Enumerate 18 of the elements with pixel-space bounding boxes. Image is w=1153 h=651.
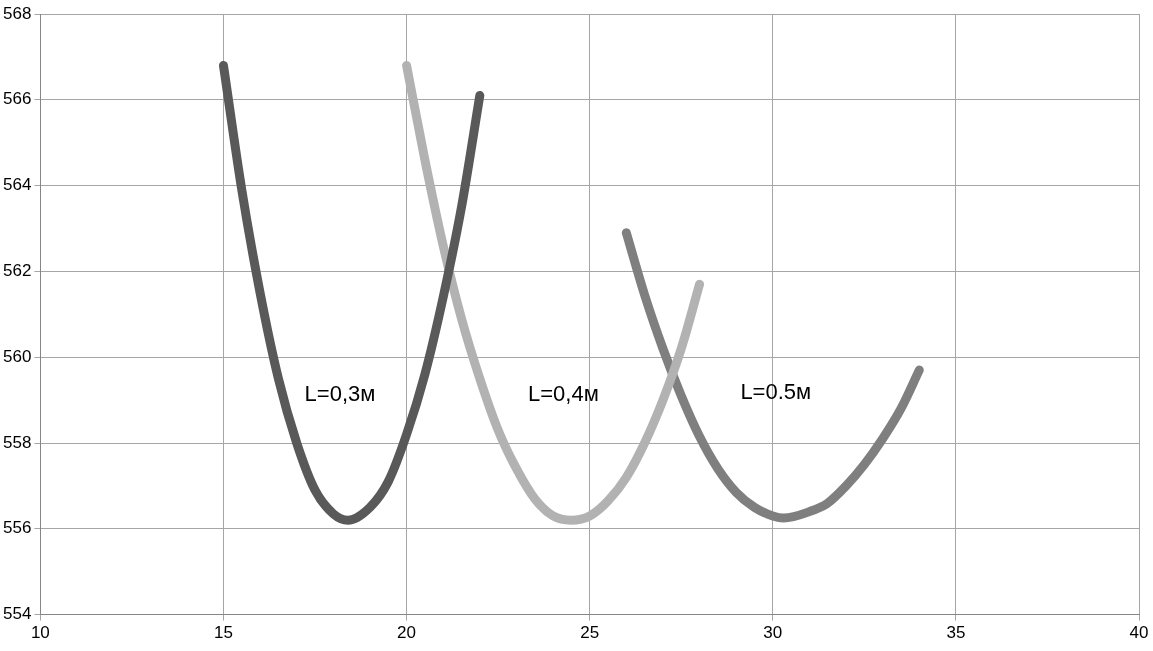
- y-tick-label: 560: [2, 346, 32, 366]
- x-tick-label: 20: [397, 623, 417, 643]
- y-tick-label: 558: [2, 432, 32, 452]
- x-tick-label: 40: [1129, 623, 1149, 643]
- y-tick-label: 564: [2, 175, 32, 195]
- y-tick-label: 566: [2, 89, 32, 109]
- text: L=0.5м: [740, 379, 812, 405]
- x-tick-label: 15: [214, 623, 233, 643]
- y-tick-label: 556: [2, 518, 32, 538]
- y-tick-label: 568: [2, 3, 32, 23]
- series-label: L=0,4м: [527, 381, 599, 407]
- y-tick-label: 562: [2, 261, 32, 281]
- x-tick-label: 10: [30, 623, 50, 643]
- x-tick-label: 30: [763, 623, 783, 643]
- x-tick-label: 35: [946, 623, 966, 643]
- series-label: L=0,3м: [304, 381, 376, 407]
- x-tick-label: 25: [580, 623, 600, 643]
- y-tick-label: 554: [2, 604, 32, 624]
